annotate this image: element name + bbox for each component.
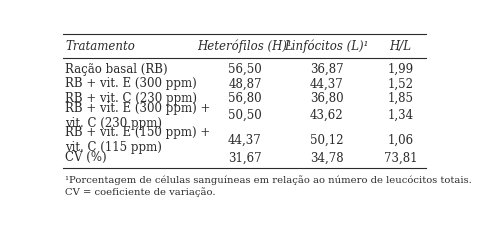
Text: RB + vit. E (150 ppm) +
vit. C (115 ppm): RB + vit. E (150 ppm) + vit. C (115 ppm) — [65, 126, 210, 154]
Text: RB + vit. E (300 ppm): RB + vit. E (300 ppm) — [65, 77, 197, 90]
Text: RB + vit. C (230 ppm): RB + vit. C (230 ppm) — [65, 92, 197, 105]
Text: Heterófilos (H)¹: Heterófilos (H)¹ — [197, 39, 293, 53]
Text: Linfócitos (L)¹: Linfócitos (L)¹ — [284, 39, 369, 53]
Text: H/L: H/L — [390, 40, 412, 53]
Text: 50,50: 50,50 — [228, 109, 262, 122]
Text: 1,06: 1,06 — [388, 133, 413, 146]
Text: 36,80: 36,80 — [310, 92, 343, 105]
Text: 43,62: 43,62 — [310, 109, 343, 122]
Text: 1,52: 1,52 — [388, 77, 413, 90]
Text: CV (%): CV (%) — [65, 151, 107, 164]
Text: 50,12: 50,12 — [310, 133, 343, 146]
Text: RB + vit. E (300 ppm) +
vit. C (230 ppm): RB + vit. E (300 ppm) + vit. C (230 ppm) — [65, 102, 211, 130]
Text: 36,87: 36,87 — [310, 63, 343, 76]
Text: Ração basal (RB): Ração basal (RB) — [65, 63, 168, 76]
Text: 56,80: 56,80 — [228, 92, 262, 105]
Text: ¹Porcentagem de células sanguíneas em relação ao número de leucócitos totais.: ¹Porcentagem de células sanguíneas em re… — [65, 176, 472, 185]
Text: 56,50: 56,50 — [228, 63, 262, 76]
Text: 48,87: 48,87 — [228, 77, 262, 90]
Text: Tratamento: Tratamento — [65, 40, 135, 53]
Text: 44,37: 44,37 — [228, 133, 262, 146]
Text: 31,67: 31,67 — [228, 151, 262, 164]
Text: CV = coeficiente de variação.: CV = coeficiente de variação. — [65, 188, 216, 197]
Text: 1,85: 1,85 — [388, 92, 413, 105]
Text: 1,99: 1,99 — [388, 63, 413, 76]
Text: 34,78: 34,78 — [310, 151, 343, 164]
Text: 1,34: 1,34 — [388, 109, 413, 122]
Text: 73,81: 73,81 — [384, 151, 417, 164]
Text: 44,37: 44,37 — [310, 77, 343, 90]
